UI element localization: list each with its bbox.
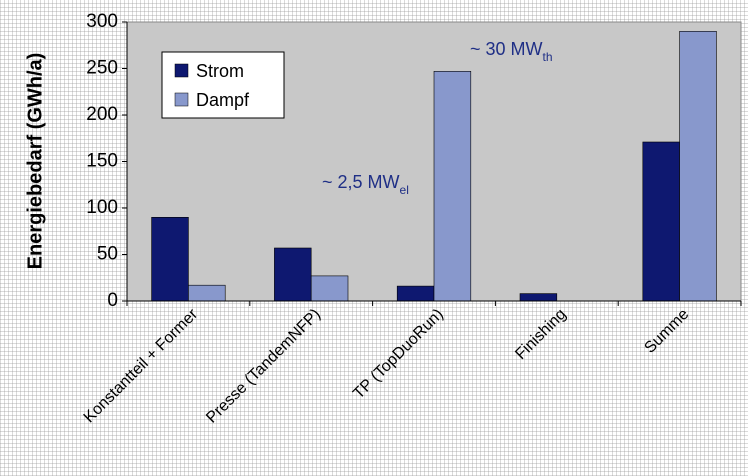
x-category-label: Finishing bbox=[512, 306, 569, 363]
legend-box bbox=[161, 51, 285, 119]
x-category-label: TP (TopDuoRun) bbox=[350, 306, 447, 403]
legend-swatch-dampf bbox=[174, 92, 189, 107]
x-category-label: Presse (TandemNFP) bbox=[203, 306, 324, 427]
bar-strom-1 bbox=[274, 247, 312, 302]
legend-swatch-strom bbox=[174, 63, 189, 78]
x-category-label: Konstantteil + Former bbox=[81, 305, 202, 426]
bar-strom-3 bbox=[519, 293, 558, 302]
y-axis-label: Energiebedarf (GWh/a) bbox=[24, 53, 46, 270]
y-tick-label: 200 bbox=[86, 104, 118, 125]
bar-strom-0 bbox=[151, 217, 189, 302]
y-tick-label: 0 bbox=[107, 290, 118, 311]
y-tick-label: 100 bbox=[86, 197, 118, 218]
legend: Strom Dampf bbox=[161, 51, 285, 119]
bar-strom-4 bbox=[642, 141, 680, 302]
y-tick-label: 250 bbox=[86, 58, 118, 79]
bar-dampf-1 bbox=[310, 275, 349, 302]
bar-dampf-4 bbox=[679, 30, 717, 302]
annotation-strom-tp: ~ 2,5 MWel bbox=[322, 172, 409, 197]
legend-label-strom: Strom bbox=[196, 61, 244, 81]
bar-dampf-2 bbox=[433, 71, 472, 302]
y-tick-label: 150 bbox=[86, 151, 118, 172]
x-category-label: Summe bbox=[641, 306, 692, 357]
bar-dampf-0 bbox=[188, 284, 226, 302]
legend-label-dampf: Dampf bbox=[196, 90, 250, 110]
y-tick-label: 50 bbox=[97, 244, 118, 265]
y-tick-label: 300 bbox=[86, 11, 118, 32]
annotation-dampf-tp: ~ 30 MWth bbox=[470, 39, 553, 64]
bar-strom-2 bbox=[396, 285, 435, 302]
